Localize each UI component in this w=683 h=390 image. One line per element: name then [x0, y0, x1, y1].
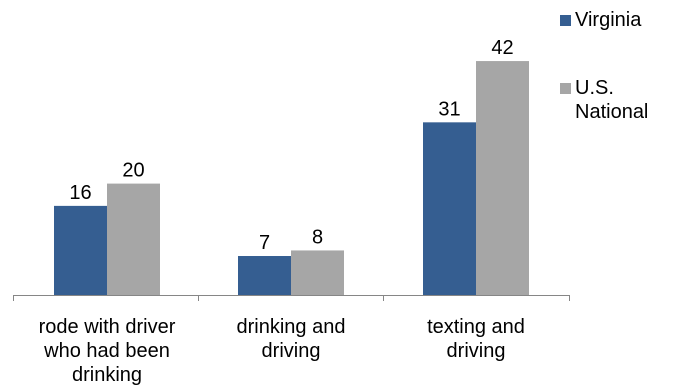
legend: Virginia U.S. National [560, 8, 680, 124]
data-label-us-national-1: 8 [312, 226, 323, 248]
bar-virginia-2 [423, 122, 476, 295]
legend-item-us-national: U.S. National [560, 76, 680, 124]
bar-virginia-0 [54, 205, 107, 295]
category-label-texting-and-driving: texting and driving [427, 316, 525, 362]
bar-virginia-1 [238, 256, 291, 295]
data-label-virginia-2: 31 [438, 98, 460, 120]
legend-swatch-virginia [560, 15, 571, 26]
category-label-drinking-and-driving: drinking and driving [236, 316, 346, 362]
data-label-virginia-0: 16 [69, 182, 91, 204]
bar-us-national-0 [107, 183, 160, 295]
bar-us-national-2 [476, 61, 529, 296]
bar-us-national-1 [291, 250, 344, 295]
data-label-us-national-2: 42 [491, 37, 513, 59]
legend-label-us-national: U.S. National [575, 77, 649, 123]
legend-label-virginia: Virginia [575, 9, 642, 31]
data-label-us-national-0: 20 [122, 160, 144, 182]
data-label-virginia-1: 7 [259, 232, 270, 254]
category-label-rode-with-driver: rode with driver who had been drinking [38, 316, 176, 386]
legend-swatch-us-national [560, 83, 571, 94]
legend-item-virginia: Virginia [560, 8, 680, 32]
